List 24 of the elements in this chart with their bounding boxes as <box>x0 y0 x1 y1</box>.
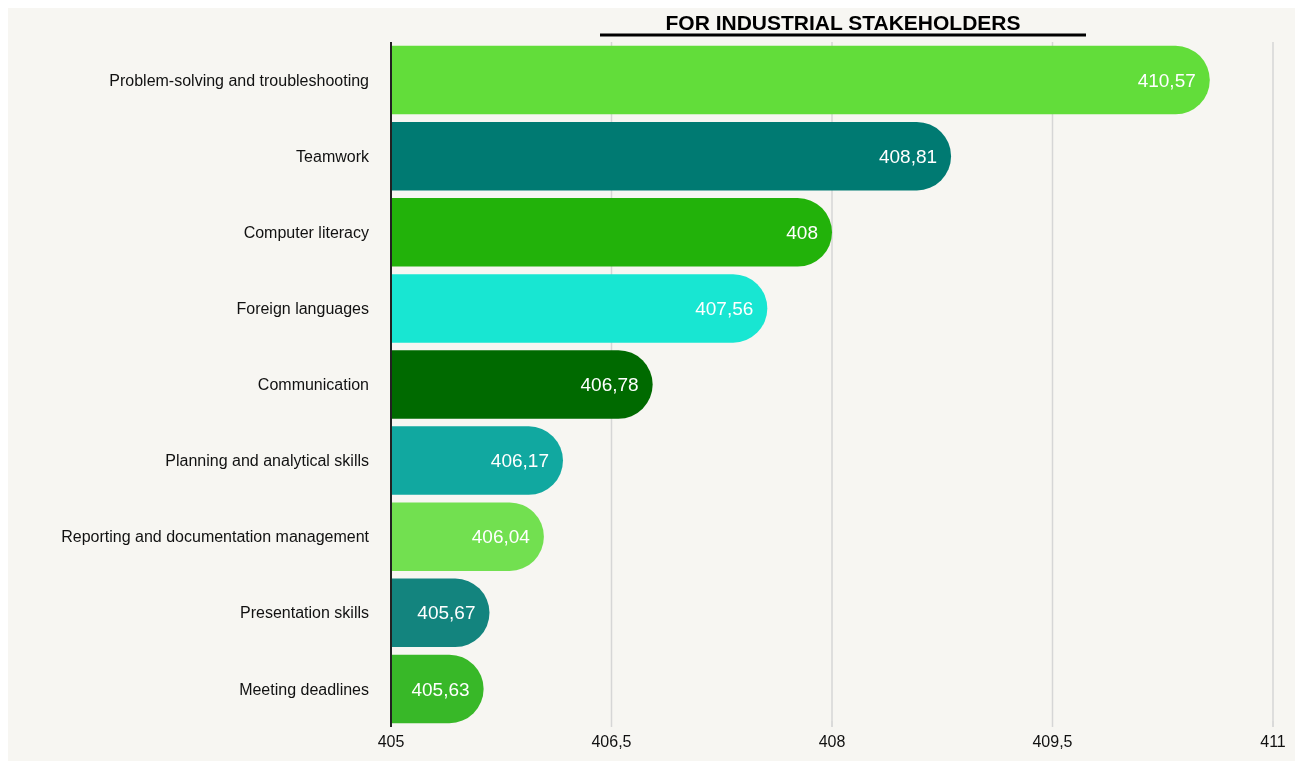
y-tick-label: Computer literacy <box>243 223 369 241</box>
y-tick-label: Teamwork <box>296 147 370 165</box>
x-tick-label: 406,5 <box>591 733 632 750</box>
x-tick-label: 405 <box>377 733 405 750</box>
y-tick-label: Problem-solving and troubleshooting <box>109 71 369 89</box>
y-tick-label: Meeting deadlines <box>239 680 369 698</box>
y-tick-label: Foreign languages <box>236 299 369 317</box>
data-label: 408,81 <box>878 145 938 167</box>
x-tick-label: 411 <box>1260 733 1286 750</box>
data-label: 406,78 <box>580 374 639 396</box>
y-tick-label: Communication <box>257 376 369 394</box>
y-tick-label: Planning and analytical skills <box>165 452 369 470</box>
data-label: 408 <box>786 221 818 243</box>
data-label: 406,04 <box>471 526 531 548</box>
x-tick-label: 409,5 <box>1032 733 1073 750</box>
data-label: 407,56 <box>695 298 754 320</box>
y-tick-label: Reporting and documentation management <box>61 528 370 546</box>
y-tick-label: Presentation skills <box>240 604 369 622</box>
data-label: 405,63 <box>411 678 470 700</box>
data-label: 406,17 <box>490 450 549 472</box>
data-label: 410,57 <box>1137 69 1196 91</box>
data-label: 405,67 <box>417 602 476 624</box>
chart-title: FOR INDUSTRIAL STAKEHOLDERS <box>665 11 1021 34</box>
x-tick-label: 408 <box>818 733 846 750</box>
